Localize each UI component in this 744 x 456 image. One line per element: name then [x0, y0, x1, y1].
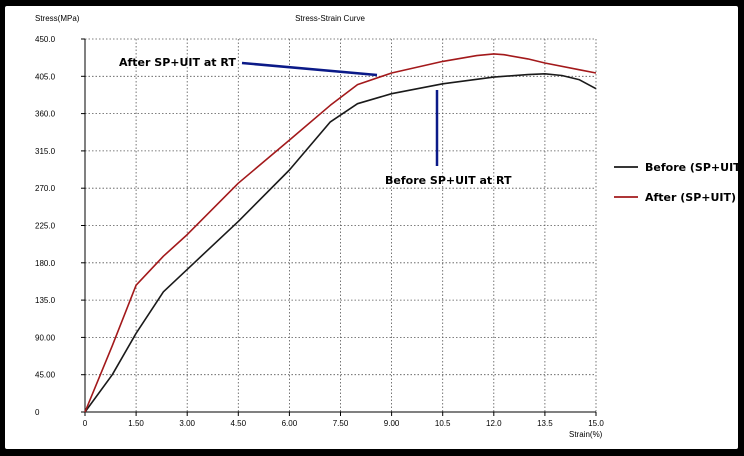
x-tick-label: 1.50 [128, 419, 144, 428]
stress-strain-chart: 0 1.50 3.00 4.50 6.00 7.50 9.00 10.5 12.0 13.5 15.… [35, 14, 738, 439]
series-line-before [84, 73, 597, 413]
grid [85, 38, 597, 412]
x-axis-label: Strain(%) [569, 430, 603, 439]
legend-label-after: After (SP+UIT) [645, 191, 736, 204]
y-axis-label: Stress(MPa) [35, 14, 80, 23]
y-tick-label: 225.0 [35, 222, 56, 231]
x-tick-label: 12.0 [486, 419, 502, 428]
annotation-before-label: Before SP+UIT at RT [385, 174, 512, 187]
y-tick-label: 450.0 [35, 35, 56, 44]
legend: Before (SP+UIT) After (SP+UIT) [614, 161, 738, 204]
x-tick-label: 9.00 [384, 419, 400, 428]
y-tick-label: 360.0 [35, 110, 56, 119]
y-tick-label: 315.0 [35, 147, 56, 156]
x-tick-label: 15.0 [588, 419, 604, 428]
tick-labels: 0 1.50 3.00 4.50 6.00 7.50 9.00 10.5 12.0 13.5 15.… [35, 35, 604, 428]
y-tick-label: 180.0 [35, 259, 56, 268]
x-tick-label: 3.00 [179, 419, 195, 428]
legend-label-before: Before (SP+UIT) [645, 161, 738, 174]
x-tick-label: 13.5 [537, 419, 553, 428]
annotations: After SP+UIT at RT Before SP+UIT at RT [119, 56, 512, 187]
y-tick-label: 45.00 [35, 371, 56, 380]
x-tick-label: 4.50 [231, 419, 247, 428]
x-tick-label: 10.5 [435, 419, 451, 428]
annotation-after-label: After SP+UIT at RT [119, 56, 236, 69]
x-tick-label: 6.00 [282, 419, 298, 428]
x-tick-label: 0 [83, 419, 88, 428]
y-tick-label: 270.0 [35, 184, 56, 193]
y-tick-label: 90.00 [35, 333, 56, 342]
series-lines [84, 53, 597, 413]
y-tick-label: 405.0 [35, 72, 56, 81]
y-tick-label: 0 [35, 408, 40, 417]
annotation-pointer-after [241, 61, 378, 77]
x-tick-label: 7.50 [333, 419, 349, 428]
chart-title: Stress-Strain Curve [295, 14, 365, 23]
y-tick-label: 135.0 [35, 296, 56, 305]
chart-panel: 0 1.50 3.00 4.50 6.00 7.50 9.00 10.5 12.0 13.5 15.… [5, 6, 738, 449]
series-line-after [84, 53, 597, 413]
